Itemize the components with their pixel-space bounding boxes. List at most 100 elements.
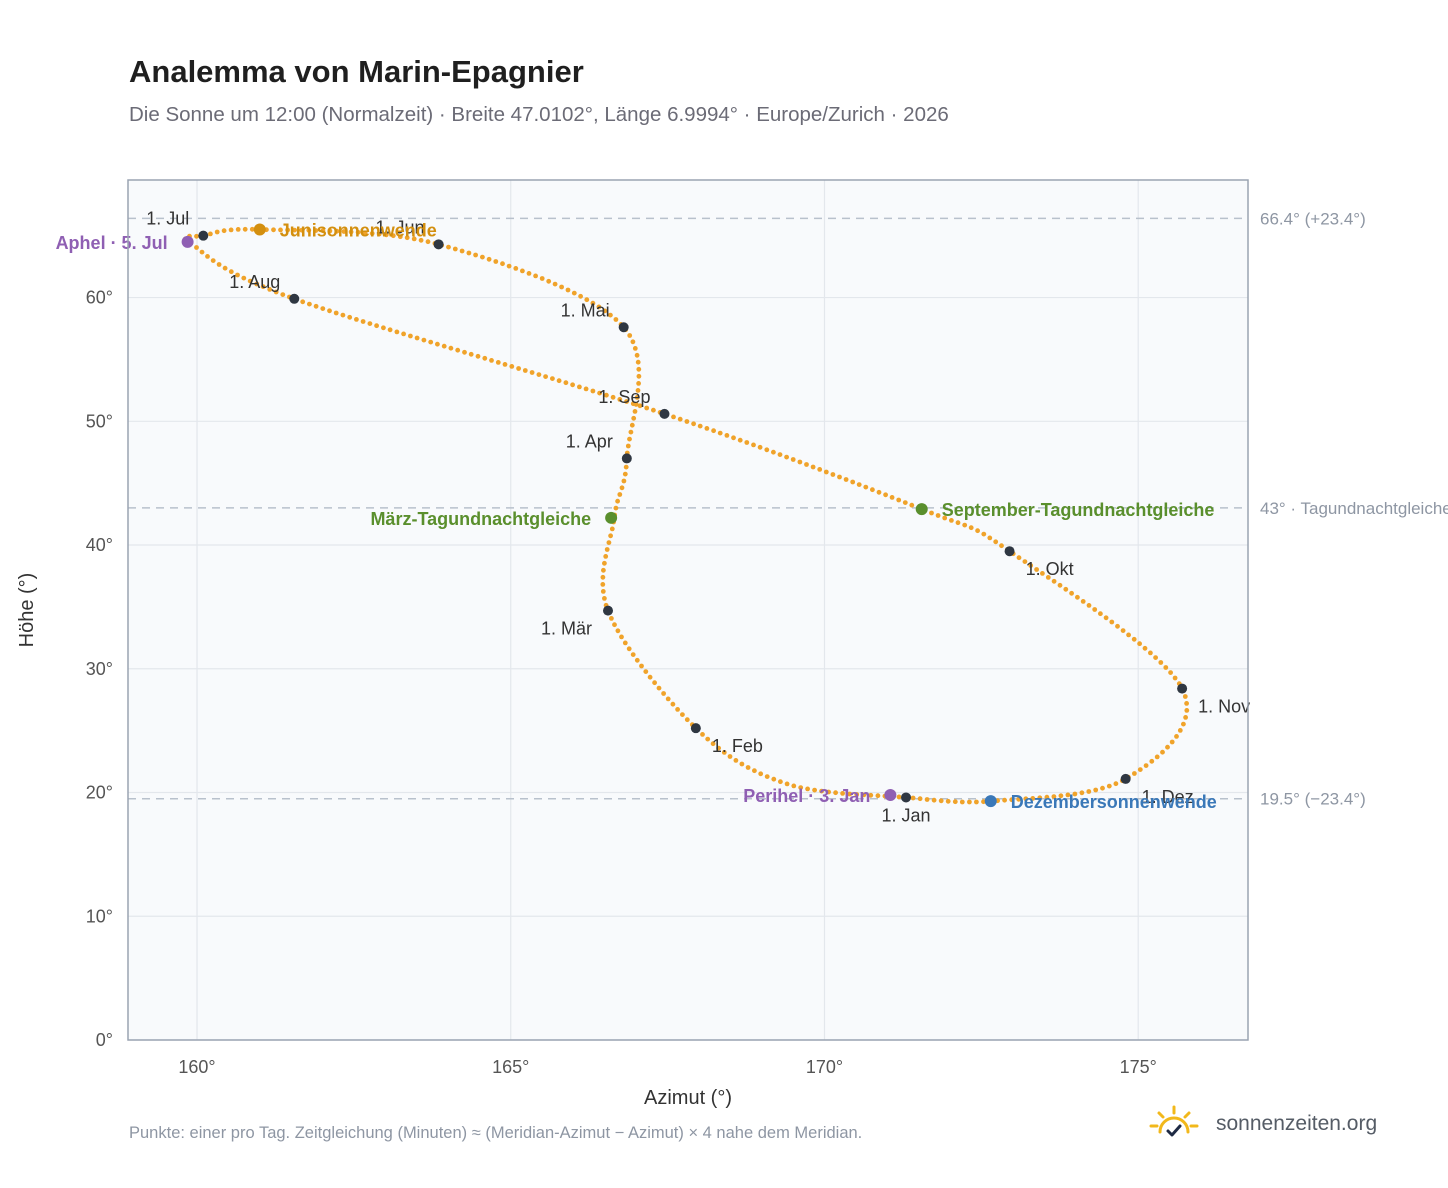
analemma-day-point (949, 518, 954, 523)
analemma-day-point (590, 300, 596, 306)
analemma-day-point (583, 386, 589, 392)
analemma-day-point (404, 235, 410, 241)
analemma-day-point (981, 799, 986, 805)
analemma-day-point (552, 281, 558, 287)
analemma-day-point (222, 265, 228, 271)
analemma-day-point (805, 786, 810, 792)
analemma-day-point (306, 227, 312, 233)
analemma-day-point (704, 426, 710, 431)
analemma-day-point (601, 567, 606, 573)
analemma-day-point (397, 234, 403, 240)
analemma-day-point (1169, 739, 1175, 745)
analemma-day-point (833, 790, 838, 796)
analemma-day-point (902, 500, 908, 505)
analemma-day-point (721, 750, 727, 755)
analemma-day-point (320, 306, 326, 311)
analemma-day-point (665, 696, 671, 702)
analemma-day-point (870, 487, 875, 493)
analemma-day-point (771, 449, 776, 455)
analemma-day-point (199, 249, 205, 255)
analemma-day-point (637, 403, 643, 409)
analemma-day-point (600, 589, 606, 594)
analemma-day-point (639, 663, 644, 669)
analemma-day-point (495, 360, 501, 365)
analemma-day-point (600, 582, 606, 587)
analemma-day-point (910, 795, 916, 801)
analemma-day-point (313, 303, 319, 309)
month-marker-label: 1. Jun (376, 217, 425, 237)
event-label: Junisonnenwende (280, 220, 437, 240)
analemma-day-point (441, 343, 447, 349)
event-label: Aphel · 5. Jul (56, 233, 168, 253)
month-marker (690, 723, 701, 734)
analemma-day-point (967, 799, 972, 805)
y-tick-label: 10° (86, 906, 113, 926)
analemma-day-point (624, 399, 629, 404)
reference-line-label: 43° · Tagundnachtgleiche (1260, 499, 1448, 518)
y-tick-label: 0° (96, 1030, 113, 1050)
analemma-day-point (875, 793, 881, 799)
analemma-day-point (340, 312, 346, 318)
analemma-day-point (609, 526, 615, 532)
analemma-day-point (418, 237, 424, 243)
analemma-day-point (938, 798, 944, 804)
brand-name[interactable]: sonnenzeiten.org (1216, 1112, 1378, 1135)
analemma-day-point (1148, 650, 1153, 656)
analemma-day-point (935, 513, 941, 518)
month-marker (433, 239, 444, 250)
analemma-day-point (1034, 567, 1039, 572)
analemma-day-point (804, 462, 809, 467)
analemma-day-point (625, 443, 631, 449)
chart-subtitle: Die Sonne um 12:00 (Normalzeit) · Breite… (129, 103, 949, 126)
analemma-day-point (764, 447, 770, 453)
analemma-day-point (550, 376, 555, 381)
brand[interactable]: sonnenzeiten.org (1146, 1102, 1377, 1146)
month-marker-label: 1. Mär (541, 619, 592, 639)
analemma-day-point (727, 754, 733, 759)
event-marker (605, 511, 618, 524)
month-marker-label: 1. Jul (146, 209, 189, 229)
analemma-day-point (615, 628, 621, 634)
reference-lines: 66.4° (+23.4°) 43° · Tagundnachtgleiche 19… (128, 209, 1448, 809)
analemma-day-point (628, 429, 634, 435)
reference-line-label: 19.5° (−23.4°) (1260, 790, 1366, 809)
analemma-day-point (341, 229, 347, 234)
analemma-day-point (790, 457, 796, 462)
analemma-day-point (819, 788, 824, 794)
analemma-day-point (577, 384, 582, 390)
analemma-day-point (952, 799, 958, 805)
analemma-day-point (968, 525, 974, 531)
analemma-day-point (1109, 619, 1115, 625)
analemma-day-point (758, 771, 764, 777)
analemma-day-point (1028, 563, 1034, 568)
analemma-day-point (608, 312, 613, 318)
analemma-day-point (635, 359, 641, 365)
analemma-day-point (634, 657, 640, 663)
analemma-day-point (608, 533, 613, 539)
analemma-day-point (1086, 603, 1092, 608)
analemma-day-point (739, 761, 745, 767)
analemma-day-point (334, 228, 340, 234)
analemma-day-point (1126, 632, 1131, 638)
analemma-day-point (596, 304, 602, 310)
x-tick-label: 175° (1120, 1057, 1157, 1077)
analemma-day-point (563, 380, 569, 386)
analemma-day-point (737, 437, 743, 443)
analemma-day-point (1131, 636, 1137, 642)
analemma-day-point (609, 616, 614, 621)
analemma-day-point (556, 378, 562, 384)
analemma-day-point (791, 783, 797, 789)
analemma-day-point (1174, 734, 1179, 739)
month-marker (618, 322, 629, 333)
analemma-day-point (1160, 749, 1165, 755)
analemma-day-point (974, 799, 979, 805)
analemma-day-point (546, 278, 552, 284)
grid-layer (128, 180, 1248, 1041)
month-marker-label: 1. Nov (1198, 697, 1250, 717)
analemma-day-point (1165, 744, 1170, 750)
event-marker (884, 788, 897, 801)
analemma-day-point (1149, 758, 1155, 764)
analemma-day-point (500, 261, 505, 267)
analemma-day-point (381, 325, 386, 331)
analemma-day-point (670, 701, 676, 707)
